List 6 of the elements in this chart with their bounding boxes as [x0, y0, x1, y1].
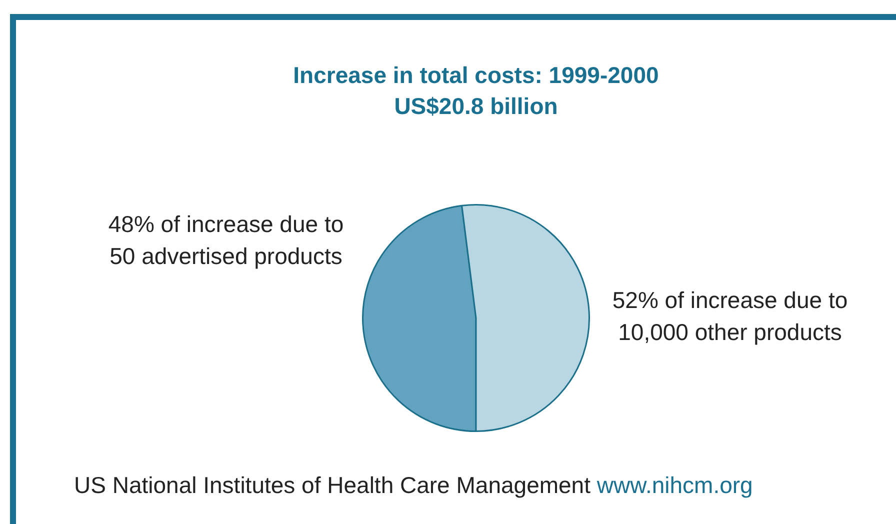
chart-title: Increase in total costs: 1999-2000 — [292, 61, 660, 90]
text: www.nihcm.org — [596, 472, 753, 498]
text: US National Institutes of Health Care Management — [74, 472, 590, 498]
slice-label: 52% of increase due to 10,000 other products — [611, 286, 849, 347]
slice-label: 48% of increase due to 50 advertised products — [107, 210, 345, 271]
chart-subtitle: US$20.8 billion — [393, 92, 559, 121]
